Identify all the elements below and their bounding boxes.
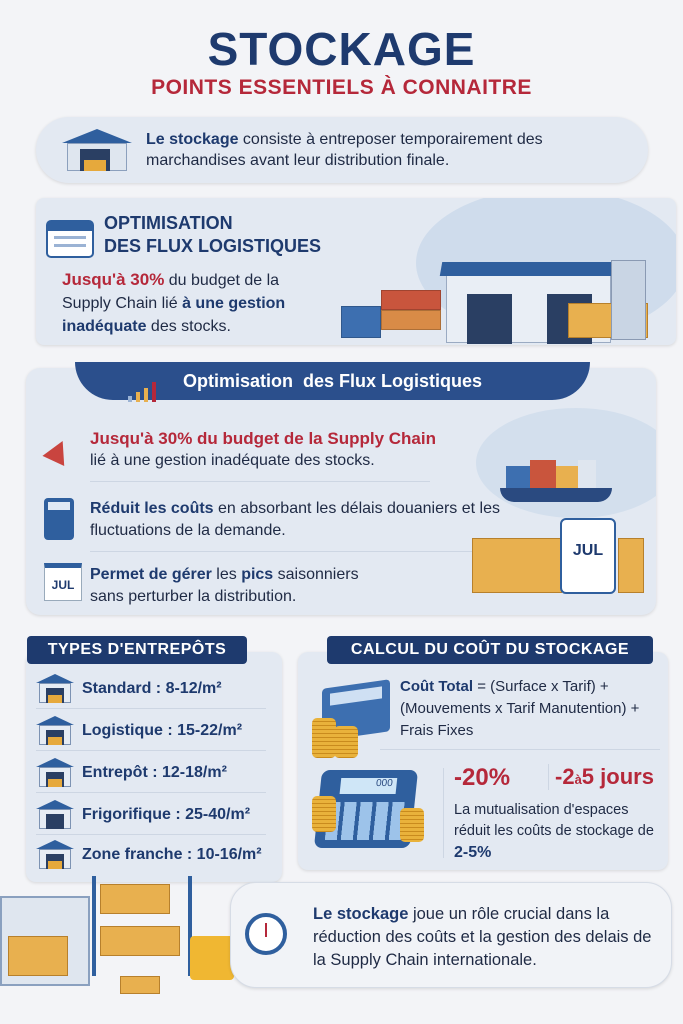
title-line-2: DES FLUX LOGISTIQUES xyxy=(104,236,322,256)
calcul-header: CALCUL DU COÛT DU STOCKAGE xyxy=(327,636,653,664)
stat-days-b: à xyxy=(574,772,582,787)
stat-days: -2à5 jours xyxy=(548,764,654,790)
type-label: Logistique : 15-22/m² xyxy=(82,722,243,739)
stat-days-a: -2 xyxy=(555,764,575,789)
footer-bold: Le stockage xyxy=(313,905,409,923)
optimisation-title: OPTIMISATION DES FLUX LOGISTIQUES xyxy=(104,212,321,258)
coins-icon xyxy=(400,808,424,842)
flux-item-1-highlight: Jusqu'à 30% du budget de la Supply Chain xyxy=(90,429,436,448)
coins-icon xyxy=(334,726,358,758)
stat-20-percent: -20% xyxy=(454,764,511,791)
intro-body: consiste à entreposer temporairement des… xyxy=(146,131,543,169)
flux-section: Jusqu'à 30% du budget de la Supply Chain… xyxy=(26,368,656,615)
title-line-1: OPTIMISATION xyxy=(104,213,233,233)
text-part: du budget de la Supply Chain lié xyxy=(62,272,280,312)
calculator-display: 000 xyxy=(339,778,398,794)
divider xyxy=(36,750,266,751)
type-label: Standard : 8-12/m² xyxy=(82,680,222,697)
flux-item-1-text: lié à une gestion inadéquate des stocks. xyxy=(90,452,375,469)
calendar-jul-large: JUL xyxy=(560,518,616,594)
type-label: Entrepôt : 12-18/m² xyxy=(82,764,227,781)
stat-days-c: 5 jours xyxy=(581,764,654,789)
container xyxy=(381,290,441,310)
divider-vertical xyxy=(443,768,444,858)
silo xyxy=(611,260,646,340)
flux-item-2: Réduit les coûts en absorbant les délais… xyxy=(90,498,520,542)
desc-bold: 2-5% xyxy=(454,844,492,861)
footer-text: Le stockage joue un rôle crucial dans la… xyxy=(313,903,663,972)
flux-banner: Optimisation des Flux Logistiques xyxy=(75,362,590,400)
mutualisation-text: La mutualisation d'espaces réduit les co… xyxy=(454,800,664,864)
flux-item-3-bold: Permet de gérer xyxy=(90,566,212,583)
cost-formula: Coût Total = (Surface x Tarif) + (Mouvem… xyxy=(400,676,662,742)
intro-panel: Le stockage consiste à entreposer tempor… xyxy=(36,117,648,183)
boxes-stack xyxy=(618,538,644,593)
types-header: TYPES D'ENTREPÔTS xyxy=(27,636,247,664)
bold-part: à une gestion inadéquate xyxy=(62,295,286,335)
footer-body: joue un rôle crucial dans la réduction d… xyxy=(313,905,652,969)
optimisation-card: OPTIMISATION DES FLUX LOGISTIQUES Jusqu'… xyxy=(36,198,676,345)
coins-icon xyxy=(312,718,336,758)
text: les xyxy=(211,566,242,583)
arrow-icon xyxy=(42,435,74,467)
calculator-icon xyxy=(44,498,74,540)
calendar-icon xyxy=(46,220,94,258)
divider xyxy=(36,834,266,835)
text-part-end: des stocks. xyxy=(146,318,231,335)
formula-text: = (Surface x Tarif) + (Mouvements x Tari… xyxy=(400,678,640,739)
flux-banner-title: Optimisation des Flux Logistiques xyxy=(182,371,483,391)
coins-icon xyxy=(312,796,336,832)
divider xyxy=(90,551,490,552)
formula-title: Coût Total xyxy=(400,678,474,695)
page-title: STOCKAGE xyxy=(207,23,476,75)
desc: La mutualisation d'espaces réduit les co… xyxy=(454,802,654,839)
warehouse-icon xyxy=(36,840,74,870)
warehouse-icon xyxy=(36,758,74,788)
intro-text: Le stockage consiste à entreposer tempor… xyxy=(146,129,636,171)
intro-bold: Le stockage xyxy=(146,131,239,148)
divider xyxy=(36,708,266,709)
type-label: Zone franche : 10-16/m² xyxy=(82,846,262,863)
flux-item-2-bold: Réduit les coûts xyxy=(90,500,214,517)
divider xyxy=(380,749,660,750)
warehouse-icon xyxy=(36,674,74,704)
container xyxy=(381,310,441,330)
warehouse-icon xyxy=(62,129,132,171)
warehouse-icon xyxy=(36,716,74,746)
text: saisonniers sans perturber la distributi… xyxy=(90,566,359,605)
bold: pics xyxy=(241,566,274,583)
divider xyxy=(90,481,430,482)
boxes-pallet xyxy=(472,538,562,593)
cold-storage-icon xyxy=(36,800,74,830)
bar-chart-icon xyxy=(128,380,168,402)
highlight-30: Jusqu'à 30% xyxy=(62,270,165,289)
calendar-jul-icon: JUL xyxy=(44,563,82,601)
footer-panel: Le stockage joue un rôle crucial dans la… xyxy=(230,882,672,988)
page-subtitle: POINTS ESSENTIELS À CONNAITRE xyxy=(151,76,532,99)
cargo-ship-illustration xyxy=(500,456,612,502)
divider xyxy=(36,792,266,793)
flux-item-3: Permet de gérer les pics saisonniers san… xyxy=(90,564,390,608)
container xyxy=(341,306,381,338)
stopwatch-icon xyxy=(245,913,287,955)
flux-item-1: Jusqu'à 30% du budget de la Supply Chain… xyxy=(90,428,436,472)
warehouse-shelves-illustration xyxy=(0,876,260,1006)
type-label: Frigorifique : 25-40/m² xyxy=(82,806,251,823)
optimisation-text: Jusqu'à 30% du budget de la Supply Chain… xyxy=(62,268,322,338)
flux-item-2-text: en absorbant les délais douaniers et les… xyxy=(90,500,500,539)
